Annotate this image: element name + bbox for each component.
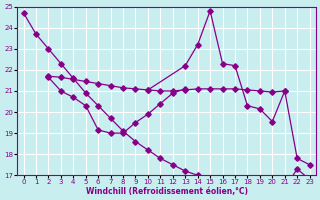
X-axis label: Windchill (Refroidissement éolien,°C): Windchill (Refroidissement éolien,°C) <box>85 187 248 196</box>
